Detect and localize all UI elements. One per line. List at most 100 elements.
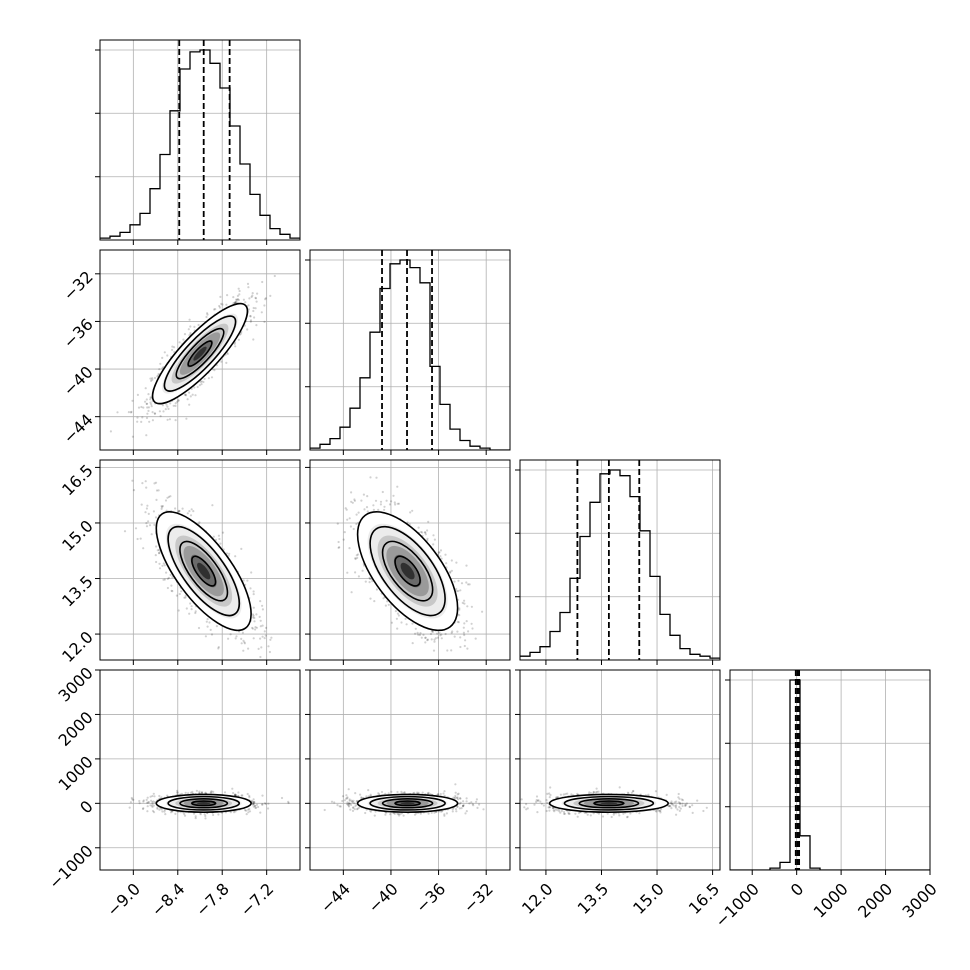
sample-point	[263, 630, 266, 633]
sample-point	[245, 809, 248, 812]
sample-point	[165, 571, 168, 574]
sample-point	[161, 505, 164, 508]
sample-point	[151, 378, 154, 381]
sample-point	[257, 647, 260, 651]
sample-point	[421, 531, 424, 534]
sample-point	[159, 415, 162, 418]
sample-point	[251, 294, 254, 297]
sample-point	[424, 636, 427, 639]
sample-point	[424, 641, 427, 644]
sample-point	[481, 610, 484, 613]
sample-point	[251, 800, 254, 803]
sample-point	[426, 529, 429, 532]
sample-point	[136, 393, 139, 396]
sample-point	[210, 376, 214, 379]
sample-point	[218, 306, 221, 309]
sample-point	[377, 508, 380, 511]
sample-point	[150, 379, 153, 382]
sample-point	[436, 636, 439, 639]
sample-point	[436, 632, 439, 635]
sample-point	[235, 794, 238, 797]
sample-point	[134, 527, 138, 530]
sample-point	[420, 530, 423, 534]
sample-point	[461, 601, 464, 605]
sample-point	[158, 562, 161, 565]
sample-point	[140, 405, 143, 409]
sample-point	[464, 639, 467, 642]
sample-point	[141, 416, 144, 419]
sample-point	[218, 537, 221, 541]
sample-point	[241, 631, 244, 634]
density-panel-2-0	[95, 459, 301, 665]
sample-point	[226, 294, 229, 297]
sample-point	[150, 804, 154, 807]
sample-point	[386, 600, 389, 603]
sample-point	[260, 311, 263, 314]
sample-point	[236, 294, 239, 297]
sample-point	[255, 626, 258, 629]
sample-point	[208, 621, 211, 624]
panel-frame	[309, 459, 511, 661]
sample-point	[252, 309, 255, 313]
sample-point	[240, 637, 243, 641]
sample-point	[161, 367, 164, 370]
sample-point	[414, 627, 417, 630]
sample-point	[150, 533, 153, 536]
sample-point	[198, 521, 201, 524]
sample-point	[456, 630, 459, 633]
sample-point	[350, 491, 353, 494]
sample-point	[147, 520, 150, 523]
sample-point	[414, 632, 417, 635]
sample-point	[450, 559, 453, 562]
sample-point	[433, 640, 436, 643]
sample-point	[355, 522, 358, 526]
sample-point	[264, 297, 267, 300]
sample-point	[163, 808, 166, 812]
sample-point	[163, 351, 166, 354]
sample-point	[166, 496, 169, 499]
sample-point	[438, 551, 441, 554]
sample-point	[384, 604, 387, 607]
sample-point	[149, 377, 152, 380]
sample-point	[424, 531, 427, 534]
sample-point	[190, 608, 193, 611]
sample-point	[400, 621, 403, 624]
sample-point	[254, 806, 257, 809]
sample-point	[356, 553, 360, 556]
sample-point	[459, 636, 462, 639]
sample-point	[251, 613, 254, 616]
sample-point	[194, 394, 197, 397]
sample-point	[251, 627, 254, 630]
sample-point	[123, 530, 127, 533]
sample-point	[158, 552, 161, 555]
sample-point	[207, 377, 210, 380]
density-panel-3-0	[95, 669, 301, 875]
sample-point	[373, 600, 376, 603]
sample-point	[170, 584, 173, 587]
sample-point	[188, 510, 191, 513]
sample-point	[144, 511, 147, 514]
sample-point	[129, 411, 133, 414]
panel-frame	[99, 249, 301, 451]
sample-point	[287, 800, 290, 803]
hist-step-3	[730, 679, 930, 870]
sample-point	[174, 507, 177, 510]
sample-point	[458, 614, 461, 617]
sample-point	[419, 632, 422, 635]
sample-point	[151, 411, 154, 414]
sample-point	[219, 542, 222, 545]
sample-point	[198, 790, 201, 793]
sample-point	[136, 537, 139, 541]
sample-point	[252, 614, 255, 617]
hist-panel-2	[515, 459, 721, 665]
hist-step-1	[310, 259, 510, 450]
contour-3	[155, 511, 252, 632]
sample-point	[186, 512, 189, 515]
sample-point	[141, 482, 144, 485]
sample-point	[426, 639, 429, 642]
sample-point	[142, 406, 145, 409]
sample-point	[188, 318, 191, 321]
sample-point	[405, 623, 408, 626]
sample-point	[468, 583, 471, 586]
sample-point	[228, 552, 231, 555]
